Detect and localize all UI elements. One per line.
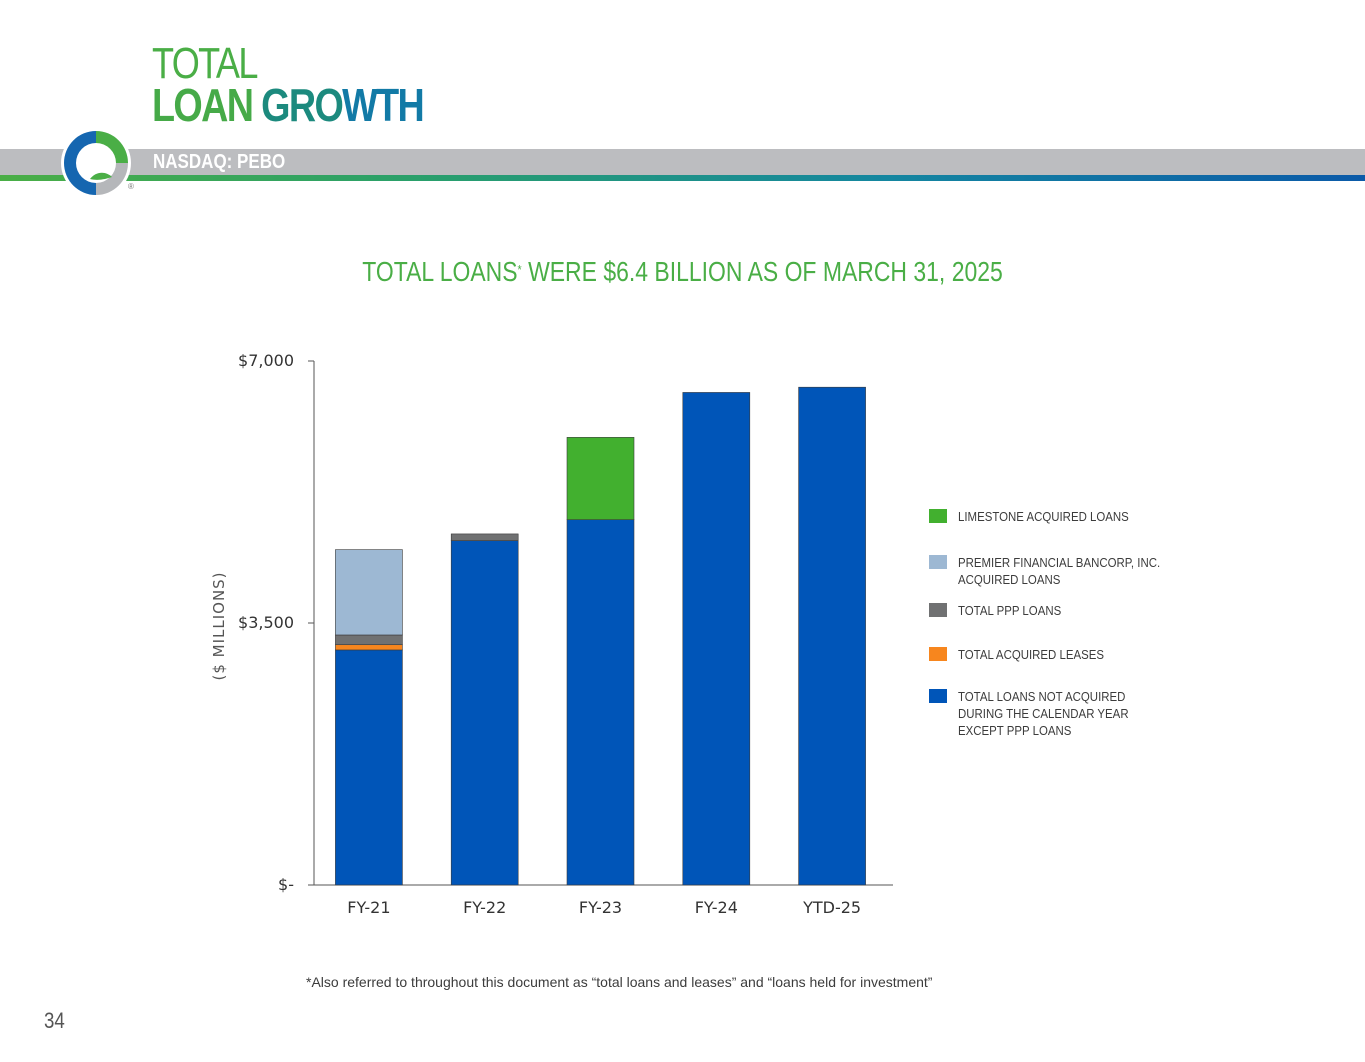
chart-title-rest: WERE $6.4 BILLION AS OF MARCH 31, 2025: [521, 256, 1003, 287]
bar-segment: [335, 649, 403, 886]
x-tick-label: FY-21: [347, 898, 390, 917]
y-tick-label: $7,000: [238, 351, 294, 370]
x-tick-label: FY-24: [695, 898, 738, 917]
footnote: *Also referred to throughout this docume…: [306, 974, 933, 990]
legend-swatch: [929, 603, 947, 617]
bar-segment: [798, 386, 866, 886]
legend-label: TOTAL ACQUIRED LEASES: [958, 647, 1105, 662]
bar-segment: [566, 519, 635, 886]
header-gradient-line: [0, 175, 1365, 181]
x-tick-label: FY-22: [463, 898, 506, 917]
page-title-loan: LOAN: [152, 79, 254, 131]
page-title-line2: LOAN GROWTH: [152, 79, 425, 131]
page-title-gro: GRO: [261, 79, 344, 131]
bar-segment: [450, 540, 519, 886]
y-tick-label: $3,500: [238, 613, 294, 632]
legend-label: TOTAL LOANS NOT ACQUIRED DURING THE CALE…: [958, 689, 1129, 738]
page-number: 34: [44, 1008, 65, 1033]
legend-label: LIMESTONE ACQUIRED LOANS: [958, 509, 1129, 524]
legend-swatch: [929, 509, 947, 523]
page-title-wth: WTH: [342, 79, 425, 131]
x-tick-label: FY-23: [579, 898, 622, 917]
registered-mark: ®: [128, 182, 134, 191]
header-band: [0, 149, 1365, 175]
legend-swatch: [929, 647, 947, 661]
legend-label: TOTAL PPP LOANS: [958, 603, 1062, 618]
x-tick-label: YTD-25: [802, 898, 861, 917]
legend-swatch: [929, 555, 947, 569]
bar-segment: [335, 549, 403, 636]
legend-swatch: [929, 689, 947, 703]
y-axis-label: ($ MILLIONS): [210, 571, 228, 680]
bar-segment: [335, 634, 403, 646]
y-tick-label: $-: [278, 875, 294, 894]
page-title-line1: TOTAL: [152, 39, 258, 88]
bar-segment: [682, 392, 751, 886]
bar-segment: [335, 644, 403, 651]
chart-title-main: TOTAL LOANS: [362, 256, 518, 287]
legend-label: PREMIER FINANCIAL BANCORP, INC. ACQUIRED…: [958, 555, 1161, 587]
bar-segment: [566, 437, 635, 520]
chart-title: TOTAL LOANS* WERE $6.4 BILLION AS OF MAR…: [0, 256, 1365, 288]
chart-title-asterisk: *: [517, 262, 522, 277]
bar-segment: [450, 533, 519, 541]
company-logo-icon: ®: [61, 128, 134, 198]
ticker-label: NASDAQ: PEBO: [153, 151, 286, 173]
